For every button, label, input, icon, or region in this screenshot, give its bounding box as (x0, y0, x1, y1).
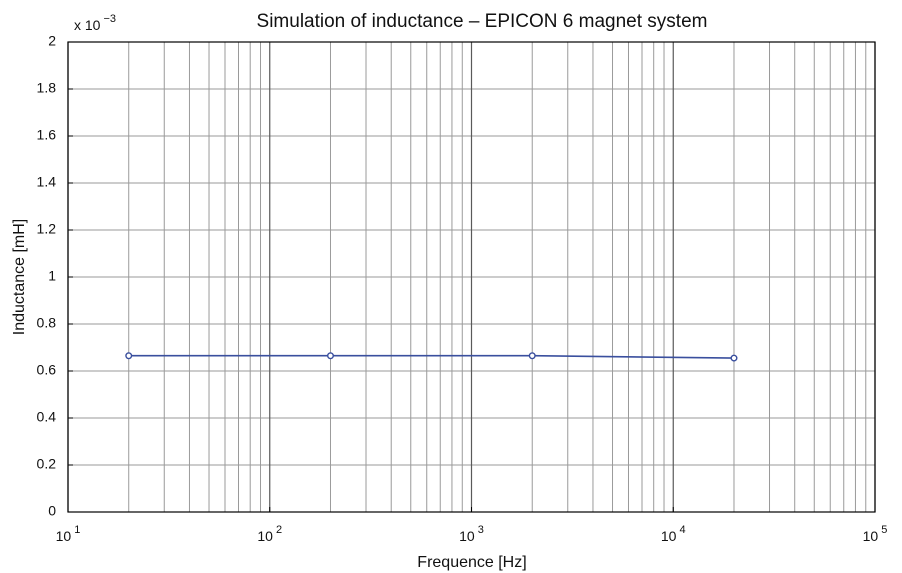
x-tick-label: 10 4 (661, 524, 686, 544)
x-tick-label: 10 3 (459, 524, 484, 544)
x-axis-label: Frequence [Hz] (417, 554, 526, 571)
y-tick-label: 1.2 (37, 221, 57, 237)
chart-title: Simulation of inductance – EPICON 6 magn… (257, 11, 708, 32)
x-tick-label: 10 1 (56, 524, 81, 544)
data-point (125, 352, 133, 360)
y-axis-label: Inductance [mH] (11, 219, 28, 336)
y-tick-label: 1.8 (37, 80, 57, 96)
data-line (128, 354, 734, 359)
y-tick-label: 1.6 (37, 127, 57, 143)
data-point (528, 352, 536, 360)
data-point (730, 354, 738, 362)
y-tick-label: 2 (48, 33, 56, 49)
y-tick-label: 0.2 (37, 456, 57, 472)
x-tick-label: 10 2 (257, 524, 282, 544)
data-point (326, 352, 334, 360)
y-tick-label: 0.8 (37, 315, 57, 331)
y-multiplier: x 10 −3 (74, 13, 116, 33)
y-tick-label: 0.4 (37, 409, 57, 425)
y-tick-label: 1.4 (37, 174, 57, 190)
plot-frame (67, 41, 876, 513)
y-tick-label: 1 (48, 268, 56, 284)
y-tick-label: 0 (48, 503, 56, 519)
y-tick-label: 0.6 (37, 362, 57, 378)
x-tick-label: 10 5 (863, 524, 888, 544)
